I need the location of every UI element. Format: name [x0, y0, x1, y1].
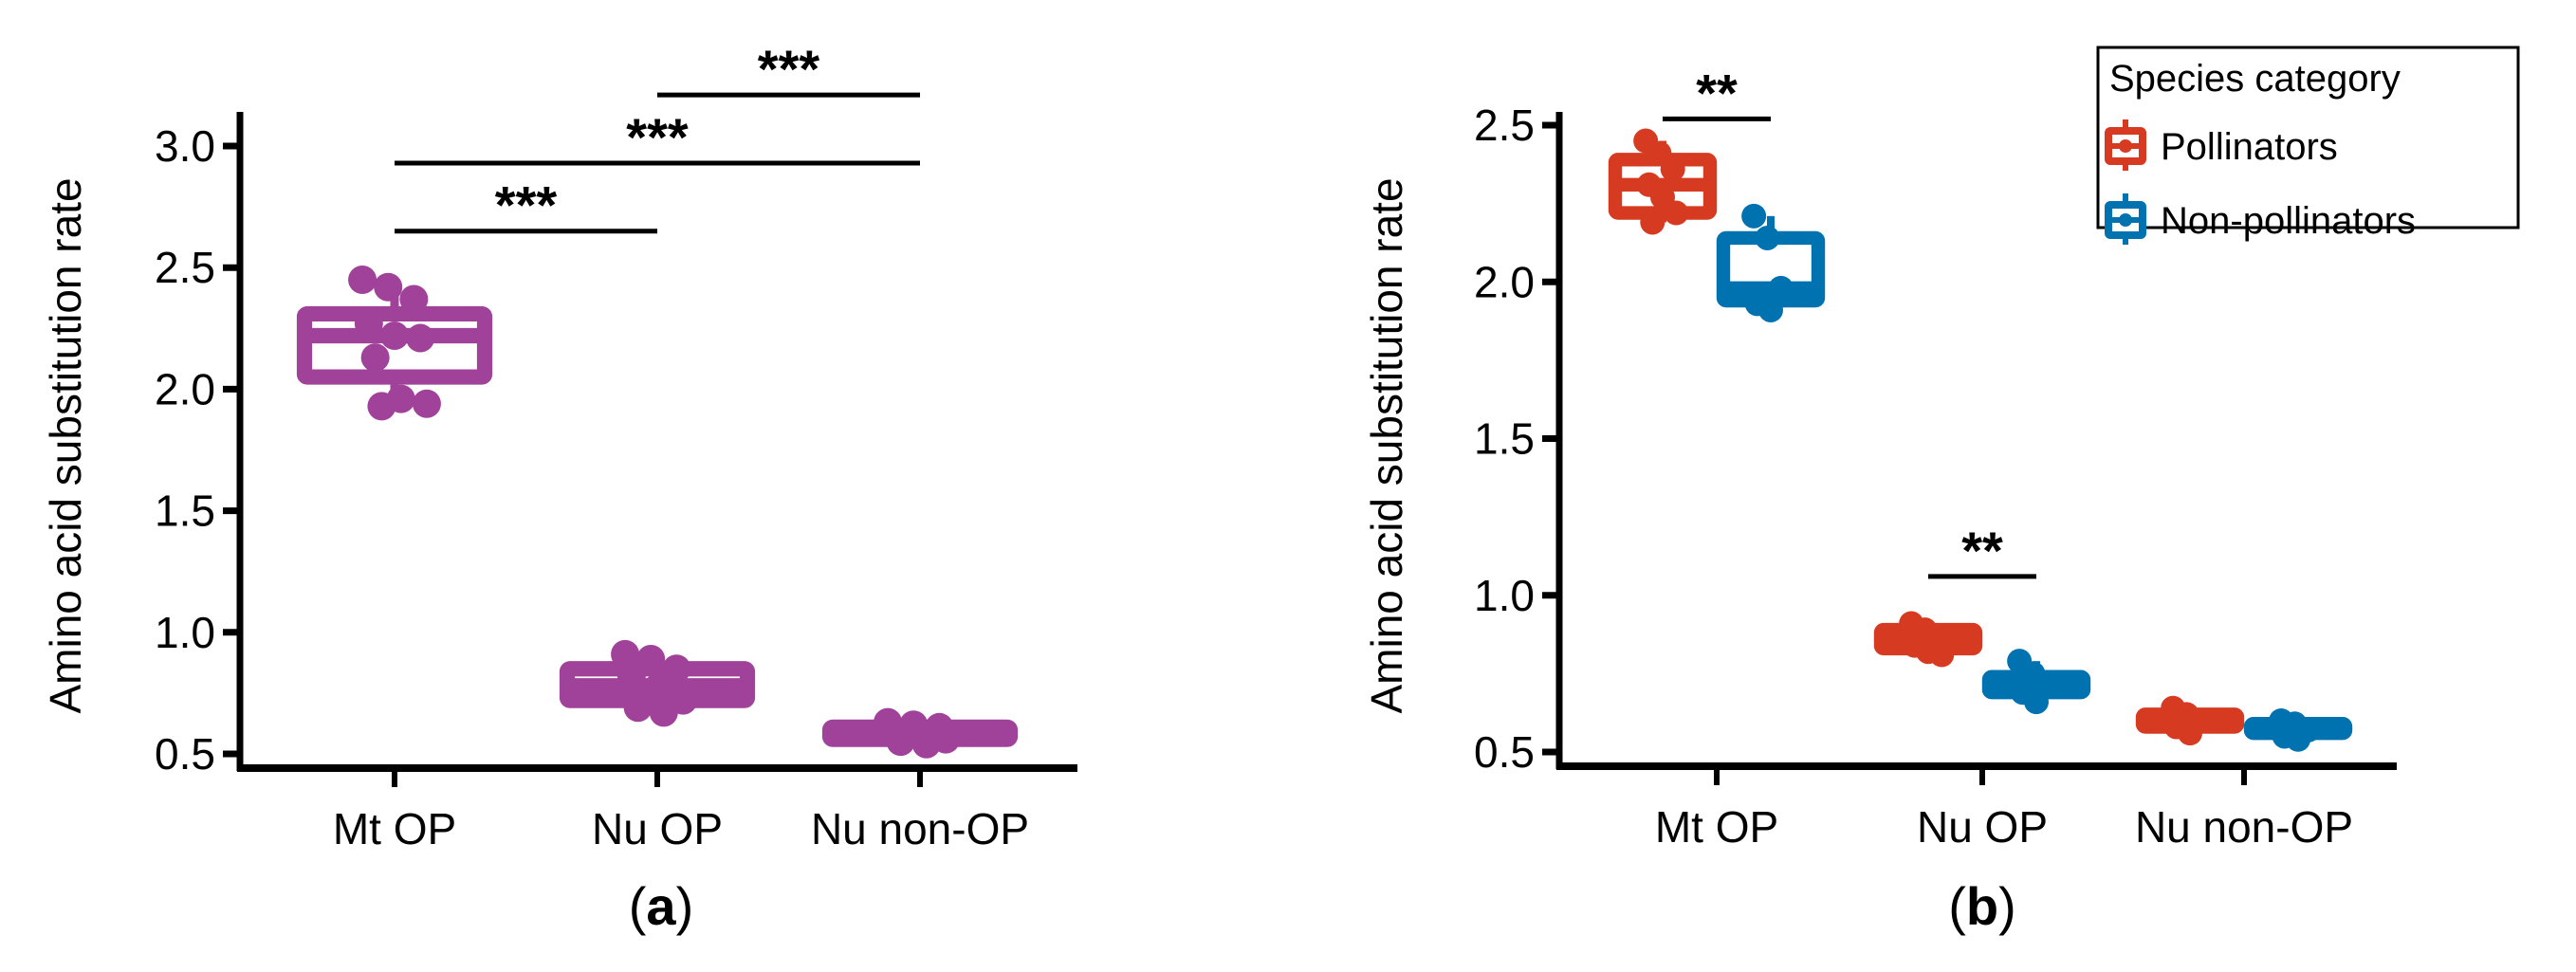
boxplot-pollinators — [1873, 611, 1983, 668]
x-axis-ticks-a: Mt OP Nu OP Nu non-OP — [333, 768, 1029, 853]
data-point — [374, 272, 403, 302]
legend-box — [2096, 46, 2520, 229]
y-axis-ticks-b: 0.5 1.0 1.5 2.0 2.5 — [1474, 101, 1559, 777]
significance-stars: ** — [1696, 63, 1738, 122]
data-point — [1929, 642, 1955, 668]
panel-label-a: (a) — [629, 876, 693, 936]
data-point — [380, 321, 409, 350]
y-tick-label: 1.5 — [1474, 414, 1535, 464]
legend-entry: Pollinators — [2105, 119, 2338, 171]
y-tick-label: 2.5 — [1474, 101, 1535, 150]
boxplot-all-species — [296, 266, 493, 421]
data-point — [611, 639, 640, 669]
data-point — [1640, 210, 1665, 235]
y-tick-label: 1.0 — [1474, 571, 1535, 620]
legend-key-point — [2119, 213, 2132, 227]
legend-label: Non-pollinators — [2161, 200, 2416, 242]
y-axis-title-a: Amino acid substitution rate — [41, 177, 90, 713]
boxplot-all-species — [559, 639, 756, 727]
data-point — [616, 661, 646, 690]
y-tick-label: 0.5 — [1474, 727, 1535, 777]
data-point — [1768, 275, 1794, 301]
data-point — [367, 392, 396, 421]
y-tick-label: 3.0 — [155, 121, 215, 171]
significance-annotations-a: *** *** *** — [395, 39, 920, 235]
panel-label-b: (b) — [1948, 876, 2016, 936]
significance-stars: *** — [495, 175, 558, 235]
panel-b: Amino acid substitution rate 0.5 1.0 1.5 2.… — [1362, 46, 2520, 936]
legend-entry: Non-pollinators — [2105, 193, 2416, 245]
panel-letter-a: a — [646, 876, 676, 936]
data-point — [1741, 203, 1767, 229]
y-tick-label: 1.5 — [155, 486, 215, 536]
legend-key-point — [2119, 139, 2132, 153]
y-tick-label: 0.5 — [155, 729, 215, 779]
significance-stars: *** — [626, 107, 689, 167]
boxplots-b — [1608, 128, 2353, 752]
x-tick-label: Mt OP — [1655, 802, 1778, 852]
legend-entries: Pollinators Non-pollinators — [2105, 119, 2416, 245]
data-point — [348, 266, 377, 295]
y-tick-label: 2.5 — [155, 243, 215, 292]
data-point — [662, 654, 691, 684]
data-point — [886, 727, 915, 757]
y-tick-label: 2.0 — [1474, 257, 1535, 306]
data-point — [412, 389, 441, 418]
x-tick-label: Mt OP — [333, 804, 456, 853]
data-point — [399, 284, 429, 314]
data-point — [2286, 726, 2310, 752]
data-point — [643, 673, 672, 703]
data-point — [2033, 670, 2059, 696]
boxplot-pollinators — [2135, 695, 2245, 746]
data-point — [911, 729, 941, 759]
data-point — [406, 323, 435, 353]
data-point — [1660, 156, 1685, 182]
boxplot-non-pollinators — [1981, 649, 2091, 715]
significance-stars: *** — [758, 39, 820, 99]
significance-stars: ** — [1961, 521, 2003, 580]
legend-label: Pollinators — [2161, 126, 2338, 168]
panel-letter-b: b — [1966, 876, 1998, 936]
x-tick-label: Nu non-OP — [2135, 802, 2353, 852]
legend: Species category Pollinators Non-pollinat… — [2096, 46, 2520, 245]
y-tick-label: 2.0 — [155, 364, 215, 413]
data-point — [623, 693, 653, 723]
x-tick-label: Nu OP — [1917, 802, 2048, 852]
data-point — [1758, 297, 1783, 322]
y-axis-title-b: Amino acid substitution rate — [1362, 177, 1411, 713]
x-axis-ticks-b: Mt OP Nu OP Nu non-OP — [1655, 766, 2353, 852]
x-tick-label: Nu OP — [592, 804, 723, 853]
data-point — [354, 309, 383, 339]
data-point — [2024, 689, 2049, 715]
data-point — [2178, 721, 2202, 746]
data-point — [649, 698, 678, 727]
data-point — [1664, 200, 1689, 226]
data-point — [360, 343, 390, 373]
boxplots-a — [296, 266, 1019, 759]
x-tick-label: Nu non-OP — [811, 804, 1029, 853]
boxplot-all-species — [821, 707, 1019, 759]
significance-annotations-b: ** ** — [1663, 63, 2036, 580]
data-point — [1755, 225, 1780, 250]
data-point — [636, 645, 666, 674]
y-axis-ticks-a: 0.5 1.0 1.5 2.0 2.5 3.0 — [155, 121, 240, 779]
boxplot-pollinators — [1608, 128, 1718, 235]
legend-title: Species category — [2109, 58, 2401, 100]
panel-a: Amino acid substitution rate 0.5 1.0 1.5 2.… — [41, 39, 1077, 936]
y-tick-label: 1.0 — [155, 608, 215, 657]
boxplot-non-pollinators — [1716, 203, 1826, 322]
boxplot-non-pollinators — [2243, 707, 2353, 752]
